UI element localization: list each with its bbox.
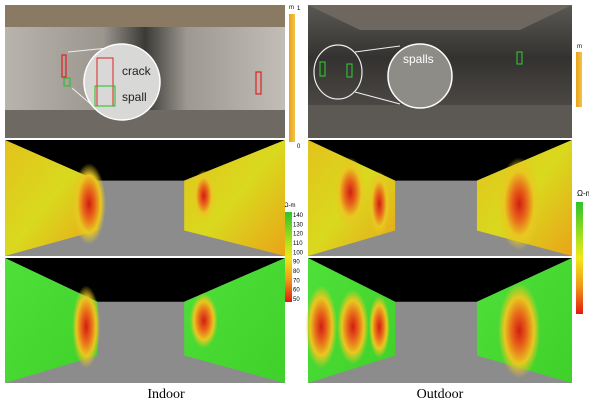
anomaly: [369, 296, 390, 359]
anomaly: [72, 163, 106, 244]
lens-label: crack: [122, 64, 152, 78]
colorbar-tick-label: 100: [293, 250, 304, 256]
scale-unit: m: [289, 5, 294, 11]
caption: Indoor: [147, 387, 185, 402]
scale-ruler: [289, 14, 295, 142]
ceiling: [5, 5, 285, 27]
rubble: [308, 105, 572, 138]
colorbar-tick-label: 70: [293, 278, 300, 284]
colorbar-tick-label: 90: [293, 260, 300, 266]
anomaly: [498, 157, 540, 250]
colorbar-unit: Ω-m: [284, 203, 295, 209]
anomaly: [498, 283, 540, 378]
colorbar-tick-label: 140: [293, 213, 304, 219]
anomaly: [305, 286, 337, 369]
colorbar-unit: Ω-m: [577, 189, 589, 198]
scale-top: 1: [297, 6, 301, 12]
anomaly: [72, 286, 100, 369]
scale-ruler: [576, 52, 582, 107]
colorbar-tick-label: 130: [293, 222, 304, 228]
anomaly: [190, 293, 218, 348]
lens-label: spall: [122, 90, 147, 104]
zoom-lens: [84, 44, 160, 120]
lens-label: spalls: [403, 52, 434, 66]
anomaly: [337, 289, 369, 364]
colorbar-tick-label: 120: [293, 232, 304, 238]
anomaly: [369, 171, 390, 236]
floor: [5, 110, 285, 138]
figure: crack spall m 1 0 spalls m Ω-m 140 130 120…: [0, 0, 589, 404]
colorbar-tick-label: 110: [293, 241, 303, 247]
anomaly: [334, 157, 366, 227]
caption: Outdoor: [417, 387, 464, 402]
colorbar-tick-label: 80: [293, 269, 300, 275]
colorbar-tick-label: 60: [293, 288, 300, 294]
scale-unit: m: [577, 44, 582, 50]
colorbar: [285, 212, 292, 302]
colorbar: [576, 202, 583, 314]
colorbar-tick-label: 50: [293, 297, 300, 303]
scale-bottom: 0: [297, 144, 301, 150]
anomaly: [193, 170, 215, 221]
